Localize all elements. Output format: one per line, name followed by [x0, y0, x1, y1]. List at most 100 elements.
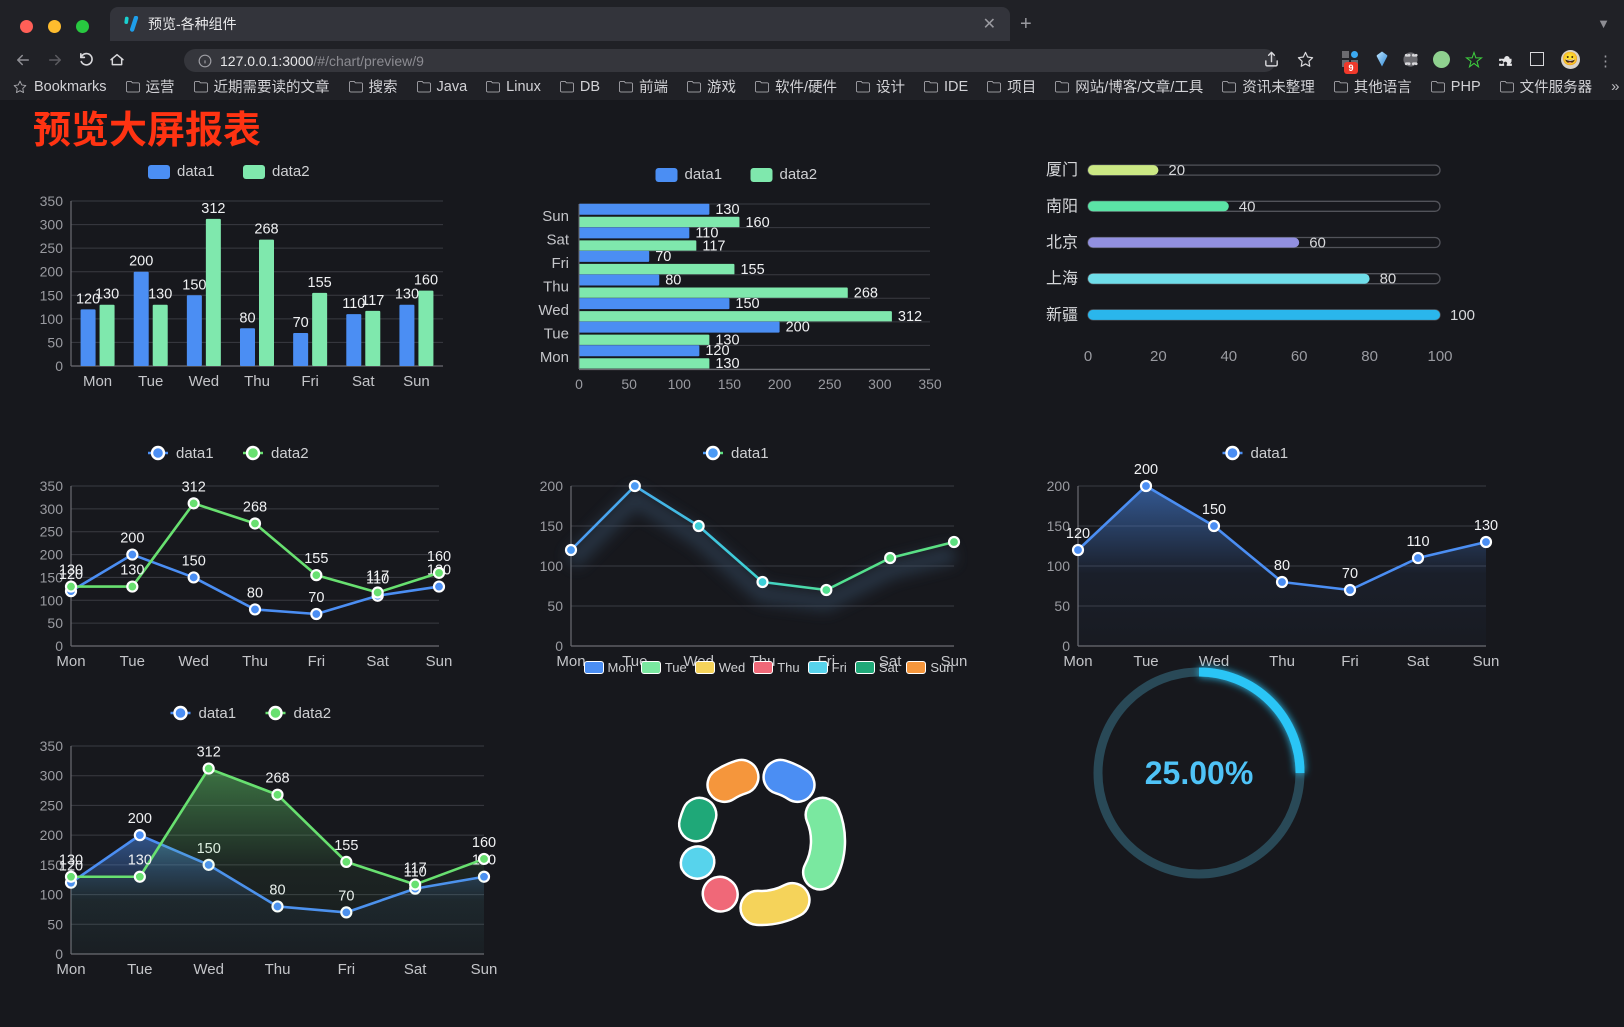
- svg-text:Fri: Fri: [552, 255, 570, 272]
- svg-text:Fri: Fri: [338, 961, 356, 978]
- svg-text:80: 80: [1361, 348, 1378, 365]
- svg-text:200: 200: [768, 376, 792, 392]
- svg-text:117: 117: [404, 860, 427, 876]
- svg-text:Tue: Tue: [544, 326, 569, 343]
- svg-text:130: 130: [120, 563, 144, 579]
- svg-text:Mon: Mon: [83, 373, 112, 390]
- svg-text:50: 50: [547, 598, 563, 614]
- svg-text:130: 130: [1474, 518, 1498, 534]
- svg-text:350: 350: [40, 478, 64, 494]
- svg-text:Fri: Fri: [301, 373, 319, 390]
- svg-text:117: 117: [702, 238, 725, 254]
- svg-text:70: 70: [308, 590, 324, 606]
- svg-text:160: 160: [427, 549, 451, 565]
- svg-text:120: 120: [1066, 526, 1090, 542]
- svg-text:40: 40: [1239, 198, 1256, 215]
- svg-text:110: 110: [1406, 534, 1429, 550]
- svg-text:data1: data1: [176, 445, 214, 462]
- svg-text:312: 312: [201, 201, 225, 217]
- svg-text:上海: 上海: [1046, 270, 1078, 288]
- svg-text:250: 250: [40, 240, 64, 256]
- svg-text:50: 50: [47, 615, 63, 631]
- svg-text:Mon: Mon: [56, 961, 85, 978]
- svg-text:0: 0: [55, 946, 63, 962]
- svg-text:130: 130: [715, 202, 739, 218]
- svg-text:70: 70: [293, 315, 309, 331]
- svg-text:25.00%: 25.00%: [1145, 755, 1254, 791]
- svg-text:40: 40: [1220, 348, 1237, 365]
- svg-text:200: 200: [120, 531, 144, 547]
- svg-text:300: 300: [40, 217, 64, 233]
- svg-text:70: 70: [655, 249, 671, 265]
- svg-text:130: 130: [395, 287, 419, 303]
- svg-text:Wed: Wed: [189, 373, 220, 390]
- svg-text:268: 268: [265, 771, 289, 787]
- svg-text:100: 100: [40, 592, 64, 608]
- svg-text:200: 200: [129, 254, 153, 270]
- svg-text:50: 50: [1054, 598, 1070, 614]
- svg-text:160: 160: [414, 273, 438, 289]
- svg-text:70: 70: [1342, 566, 1358, 582]
- svg-text:160: 160: [472, 835, 496, 851]
- svg-text:100: 100: [40, 311, 64, 327]
- svg-text:350: 350: [40, 738, 64, 754]
- svg-text:117: 117: [366, 569, 389, 585]
- svg-text:268: 268: [254, 222, 278, 238]
- svg-text:155: 155: [740, 262, 764, 278]
- svg-text:250: 250: [40, 524, 64, 540]
- svg-text:80: 80: [239, 310, 255, 326]
- svg-text:268: 268: [854, 286, 878, 302]
- svg-text:50: 50: [47, 916, 63, 932]
- svg-text:Wed: Wed: [178, 653, 209, 670]
- svg-text:150: 150: [182, 277, 206, 293]
- svg-text:80: 80: [1380, 271, 1397, 288]
- svg-text:Tue: Tue: [127, 961, 152, 978]
- svg-text:350: 350: [918, 376, 942, 392]
- svg-text:350: 350: [40, 193, 64, 209]
- svg-text:100: 100: [1047, 558, 1071, 574]
- svg-text:data1: data1: [685, 166, 723, 183]
- svg-text:200: 200: [786, 320, 810, 336]
- svg-text:20: 20: [1168, 162, 1185, 179]
- svg-text:312: 312: [182, 479, 206, 495]
- svg-text:200: 200: [128, 811, 152, 827]
- svg-text:data1: data1: [199, 705, 237, 722]
- svg-text:Thu: Thu: [265, 961, 291, 978]
- svg-text:130: 130: [148, 287, 172, 303]
- svg-text:150: 150: [735, 296, 759, 312]
- svg-text:300: 300: [868, 376, 892, 392]
- svg-text:Mon: Mon: [540, 349, 569, 366]
- svg-text:312: 312: [197, 745, 221, 761]
- svg-text:Sat: Sat: [546, 231, 569, 248]
- svg-text:100: 100: [1450, 307, 1475, 324]
- svg-text:data2: data2: [271, 445, 309, 462]
- svg-text:0: 0: [55, 638, 63, 654]
- svg-text:Sat: Sat: [352, 373, 375, 390]
- svg-text:南阳: 南阳: [1046, 197, 1078, 215]
- svg-text:160: 160: [745, 215, 769, 231]
- svg-text:0: 0: [575, 376, 583, 392]
- svg-text:新疆: 新疆: [1046, 306, 1078, 324]
- svg-text:250: 250: [818, 376, 842, 392]
- svg-text:100: 100: [540, 558, 564, 574]
- svg-text:200: 200: [40, 827, 64, 843]
- svg-text:data1: data1: [177, 163, 215, 180]
- svg-text:150: 150: [182, 553, 206, 569]
- svg-text:100: 100: [40, 887, 64, 903]
- svg-text:Sun: Sun: [403, 373, 430, 390]
- svg-text:0: 0: [1084, 348, 1092, 365]
- svg-text:Wed: Wed: [538, 302, 569, 319]
- svg-text:155: 155: [334, 838, 358, 854]
- svg-text:Mon: Mon: [56, 653, 85, 670]
- svg-text:Sun: Sun: [542, 208, 569, 225]
- svg-text:200: 200: [40, 547, 64, 563]
- svg-text:100: 100: [1427, 348, 1452, 365]
- svg-text:Thu: Thu: [543, 279, 569, 296]
- svg-text:150: 150: [540, 518, 564, 534]
- svg-text:厦门: 厦门: [1046, 161, 1078, 179]
- svg-text:150: 150: [40, 287, 64, 303]
- svg-text:data1: data1: [731, 445, 769, 462]
- svg-text:300: 300: [40, 501, 64, 517]
- svg-text:130: 130: [59, 853, 83, 869]
- svg-text:200: 200: [1134, 462, 1158, 478]
